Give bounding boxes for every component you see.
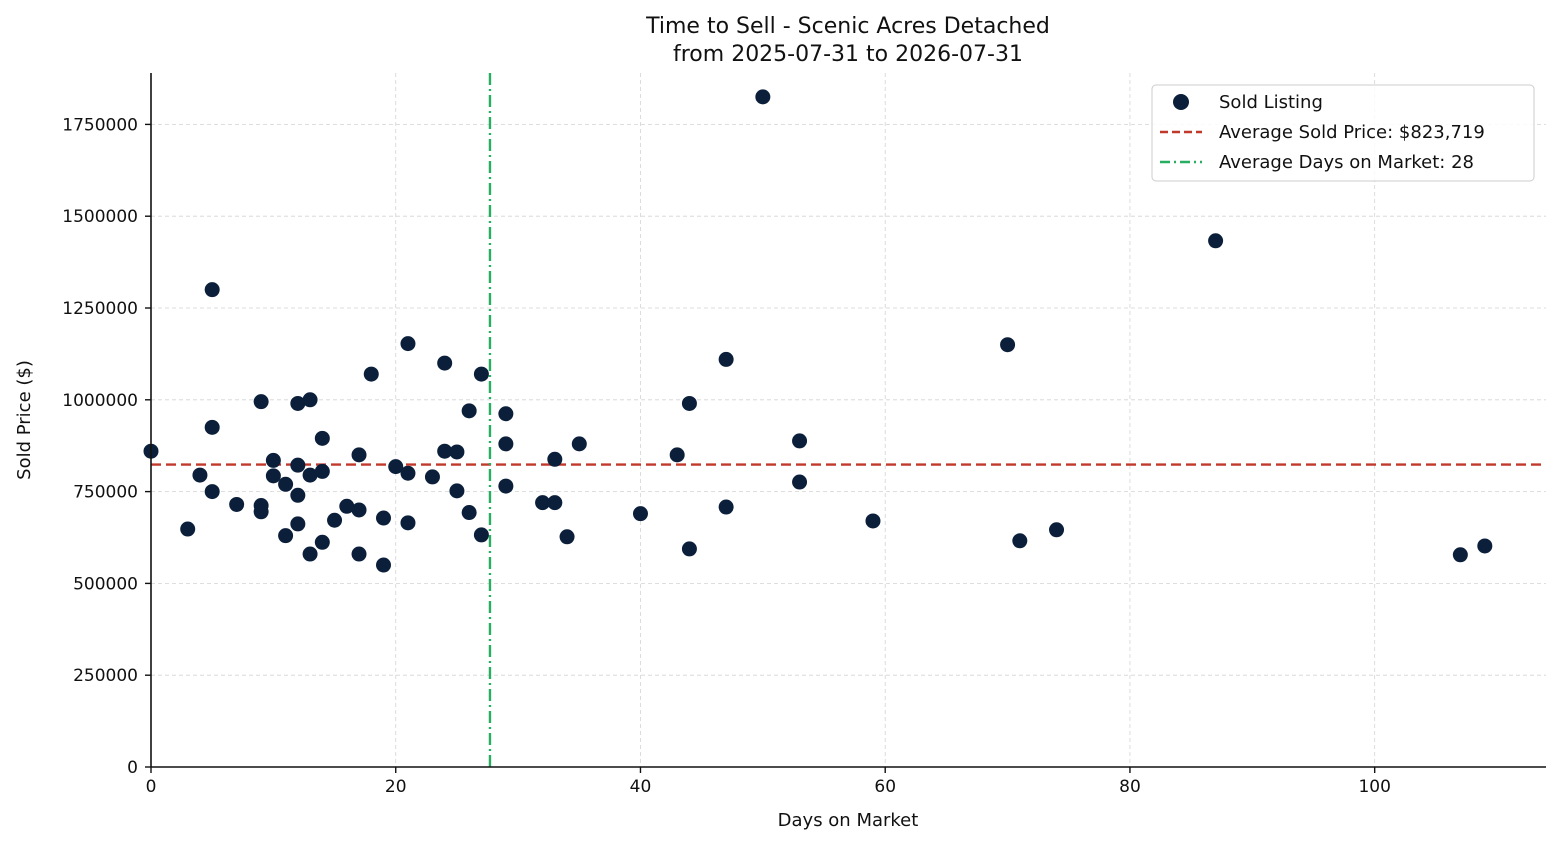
y-tick-label: 1750000 xyxy=(62,115,138,135)
x-tick-label: 0 xyxy=(146,777,157,797)
data-point xyxy=(180,521,196,537)
data-point xyxy=(1049,522,1065,538)
x-tick-label: 60 xyxy=(874,777,896,797)
data-point xyxy=(265,468,281,484)
y-tick-label: 1250000 xyxy=(62,299,138,319)
data-point xyxy=(792,433,808,449)
data-point xyxy=(559,529,575,545)
data-point xyxy=(376,557,391,573)
data-point xyxy=(400,515,416,531)
data-point xyxy=(302,467,318,483)
data-point xyxy=(535,495,551,511)
data-point xyxy=(498,406,514,422)
data-point xyxy=(302,392,318,408)
data-point xyxy=(351,502,367,518)
chart-title: Time to Sell - Scenic Acres Detached xyxy=(645,14,1050,39)
data-point xyxy=(302,546,318,562)
data-point xyxy=(547,451,563,467)
data-point xyxy=(253,504,269,520)
y-tick-label: 0 xyxy=(127,758,138,778)
data-point xyxy=(473,366,489,382)
data-point xyxy=(327,512,343,528)
data-point xyxy=(1452,547,1468,563)
x-tick-label: 80 xyxy=(1119,777,1141,797)
data-point xyxy=(681,395,697,411)
data-point xyxy=(461,403,477,419)
data-point xyxy=(1000,337,1016,353)
data-point xyxy=(339,498,355,514)
data-point xyxy=(388,459,404,475)
data-point xyxy=(449,483,465,499)
data-point xyxy=(792,474,808,490)
x-tick-label: 20 xyxy=(385,777,407,797)
data-point xyxy=(253,394,269,410)
y-tick-label: 1500000 xyxy=(62,207,138,227)
data-point xyxy=(351,546,367,562)
data-point xyxy=(192,467,208,483)
data-point xyxy=(461,505,477,521)
data-point xyxy=(278,528,294,544)
data-point xyxy=(314,534,330,550)
legend: Sold Listing Average Sold Price: $823,71… xyxy=(1151,84,1535,182)
data-point xyxy=(437,355,453,371)
data-point xyxy=(424,469,440,485)
x-tick-label: 100 xyxy=(1358,777,1390,797)
data-point xyxy=(204,484,220,500)
axes xyxy=(150,73,1546,768)
y-tick-label: 750000 xyxy=(73,483,138,503)
data-point xyxy=(363,366,379,382)
data-point xyxy=(265,452,281,468)
chart-subtitle: from 2025-07-31 to 2026-07-31 xyxy=(673,42,1023,67)
average-lines xyxy=(151,73,1546,767)
legend-label-average-days: Average Days on Market: 28 xyxy=(1219,152,1474,173)
data-point xyxy=(865,513,881,529)
y-tick-label: 1000000 xyxy=(62,391,138,411)
data-point xyxy=(498,436,514,452)
data-point xyxy=(314,430,330,446)
data-point xyxy=(290,516,306,532)
data-point xyxy=(290,457,306,473)
data-point xyxy=(204,419,220,435)
legend-box xyxy=(1151,84,1535,182)
data-point xyxy=(718,351,734,367)
data-point xyxy=(400,465,416,481)
legend-label-average-price: Average Sold Price: $823,719 xyxy=(1219,122,1485,143)
data-point xyxy=(376,510,391,526)
legend-label-sold-listing: Sold Listing xyxy=(1219,92,1323,113)
y-axis-label: Sold Price ($) xyxy=(14,360,35,480)
x-axis-ticks: 0 20 40 60 80 100 xyxy=(146,767,1391,797)
data-point xyxy=(632,506,648,522)
legend-marker-sold-listing xyxy=(1173,94,1189,110)
data-point xyxy=(229,496,245,512)
data-point xyxy=(290,487,306,503)
data-point xyxy=(669,447,685,463)
data-point xyxy=(681,541,697,557)
data-point xyxy=(755,89,771,105)
data-point xyxy=(400,336,416,352)
data-point xyxy=(278,476,294,492)
data-point xyxy=(1012,533,1028,549)
data-point xyxy=(547,495,563,511)
y-axis-ticks: 0 250000 500000 750000 1000000 1250000 1500000… xyxy=(62,115,151,778)
x-tick-label: 40 xyxy=(630,777,652,797)
data-point xyxy=(351,447,367,463)
data-point xyxy=(204,282,220,298)
data-point xyxy=(437,443,453,459)
y-tick-label: 250000 xyxy=(73,666,138,686)
data-point xyxy=(498,478,514,494)
data-point xyxy=(1208,233,1224,249)
data-point xyxy=(473,527,489,543)
data-point xyxy=(290,395,306,411)
x-axis-label: Days on Market xyxy=(778,810,919,831)
data-point xyxy=(449,444,465,460)
data-point xyxy=(314,463,330,479)
data-points xyxy=(143,89,1493,573)
data-point xyxy=(571,436,587,452)
data-point xyxy=(718,499,734,515)
y-tick-label: 500000 xyxy=(73,574,138,594)
data-point xyxy=(1477,538,1493,554)
